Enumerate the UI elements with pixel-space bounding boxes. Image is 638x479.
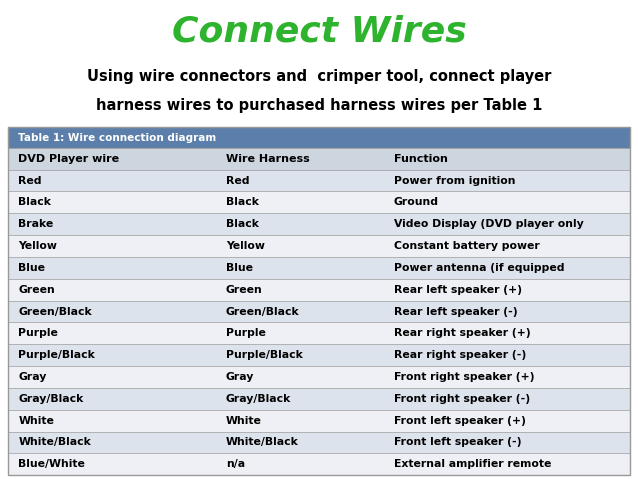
Text: Front right speaker (+): Front right speaker (+) [394, 372, 534, 382]
FancyBboxPatch shape [8, 192, 630, 213]
FancyBboxPatch shape [8, 127, 630, 148]
Text: Blue: Blue [19, 263, 45, 273]
Text: n/a: n/a [226, 459, 245, 469]
FancyBboxPatch shape [8, 410, 630, 432]
Text: Rear left speaker (-): Rear left speaker (-) [394, 307, 517, 317]
Text: White: White [19, 416, 54, 426]
Text: Purple: Purple [226, 328, 265, 338]
Text: Gray: Gray [19, 372, 47, 382]
Text: Rear right speaker (+): Rear right speaker (+) [394, 328, 530, 338]
FancyBboxPatch shape [8, 279, 630, 301]
Text: Purple: Purple [19, 328, 58, 338]
FancyBboxPatch shape [8, 148, 630, 170]
Text: Blue: Blue [226, 263, 253, 273]
Text: Power from ignition: Power from ignition [394, 176, 516, 185]
FancyBboxPatch shape [8, 322, 630, 344]
Text: Green: Green [226, 285, 262, 295]
Text: Gray/Black: Gray/Black [19, 394, 84, 404]
FancyBboxPatch shape [8, 213, 630, 235]
Text: Gray: Gray [226, 372, 254, 382]
Text: Green: Green [19, 285, 55, 295]
Text: White: White [226, 416, 262, 426]
Text: Green/Black: Green/Black [19, 307, 92, 317]
Text: Black: Black [226, 197, 258, 207]
Text: Front left speaker (+): Front left speaker (+) [394, 416, 526, 426]
Text: Red: Red [226, 176, 249, 185]
Text: Wire Harness: Wire Harness [226, 154, 309, 164]
Text: Brake: Brake [19, 219, 54, 229]
Text: White/Black: White/Black [226, 437, 299, 447]
Text: Function: Function [394, 154, 448, 164]
Text: Gray/Black: Gray/Black [226, 394, 291, 404]
Text: Yellow: Yellow [19, 241, 57, 251]
Text: Video Display (DVD player only: Video Display (DVD player only [394, 219, 584, 229]
FancyBboxPatch shape [8, 453, 630, 475]
Text: Purple/Black: Purple/Black [19, 350, 95, 360]
Text: DVD Player wire: DVD Player wire [19, 154, 119, 164]
Text: Rear right speaker (-): Rear right speaker (-) [394, 350, 526, 360]
FancyBboxPatch shape [8, 257, 630, 279]
Text: Blue/White: Blue/White [19, 459, 85, 469]
Text: Black: Black [19, 197, 51, 207]
FancyBboxPatch shape [8, 170, 630, 192]
Text: Purple/Black: Purple/Black [226, 350, 302, 360]
FancyBboxPatch shape [8, 235, 630, 257]
Text: Green/Black: Green/Black [226, 307, 299, 317]
FancyBboxPatch shape [8, 344, 630, 366]
FancyBboxPatch shape [8, 301, 630, 322]
Text: Table 1: Wire connection diagram: Table 1: Wire connection diagram [19, 133, 216, 143]
Text: Constant battery power: Constant battery power [394, 241, 540, 251]
Text: Rear left speaker (+): Rear left speaker (+) [394, 285, 522, 295]
Text: Front right speaker (-): Front right speaker (-) [394, 394, 530, 404]
Text: White/Black: White/Black [19, 437, 91, 447]
Text: External amplifier remote: External amplifier remote [394, 459, 551, 469]
Text: Front left speaker (-): Front left speaker (-) [394, 437, 521, 447]
Text: Black: Black [226, 219, 258, 229]
FancyBboxPatch shape [8, 388, 630, 410]
Text: Power antenna (if equipped: Power antenna (if equipped [394, 263, 564, 273]
Text: Using wire connectors and  crimper tool, connect player: Using wire connectors and crimper tool, … [87, 69, 551, 84]
FancyBboxPatch shape [8, 366, 630, 388]
Text: Connect Wires: Connect Wires [172, 14, 466, 48]
Text: harness wires to purchased harness wires per Table 1: harness wires to purchased harness wires… [96, 98, 542, 113]
Text: Yellow: Yellow [226, 241, 265, 251]
Text: Ground: Ground [394, 197, 439, 207]
FancyBboxPatch shape [8, 432, 630, 453]
Text: Red: Red [19, 176, 42, 185]
